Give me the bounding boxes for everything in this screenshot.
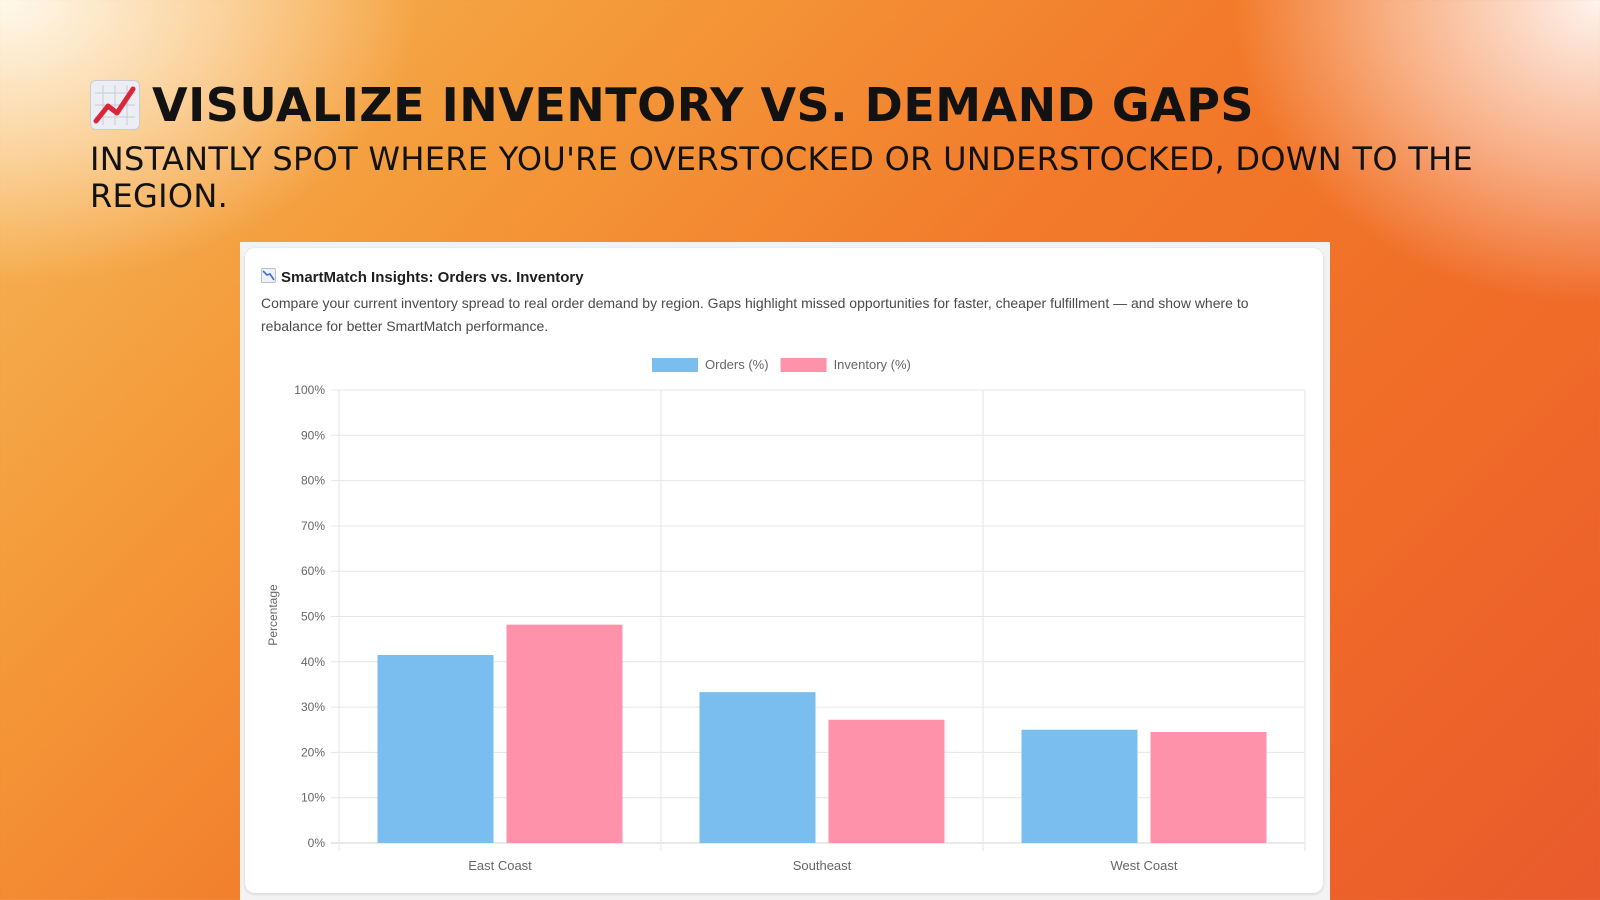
y-axis-label: Percentage bbox=[266, 584, 280, 646]
y-tick-label: 0% bbox=[308, 836, 326, 850]
page-subtitle: INSTANTLY SPOT WHERE YOU'RE OVERSTOCKED … bbox=[90, 140, 1474, 215]
chart-increasing-icon bbox=[90, 80, 140, 130]
y-tick-label: 40% bbox=[301, 655, 325, 669]
y-tick-label: 60% bbox=[301, 564, 325, 578]
y-tick-label: 100% bbox=[294, 383, 325, 397]
legend-label[interactable]: Inventory (%) bbox=[834, 357, 911, 372]
headline: VISUALIZE INVENTORY VS. DEMAND GAPS bbox=[90, 78, 1254, 132]
card-description: Compare your current inventory spread to… bbox=[261, 295, 1249, 334]
bar-orders-1[interactable] bbox=[699, 692, 816, 843]
insights-card: SmartMatch Insights: Orders vs. Inventor… bbox=[245, 248, 1323, 893]
x-axis-ticks: East Coast Southeast West Coast bbox=[468, 858, 1178, 873]
legend-swatch[interactable] bbox=[652, 358, 698, 372]
y-tick-label: 50% bbox=[301, 610, 325, 624]
bar-inventory-1[interactable] bbox=[828, 719, 945, 843]
legend-label[interactable]: Orders (%) bbox=[705, 357, 769, 372]
y-tick-label: 90% bbox=[301, 428, 325, 442]
x-tick-label: Southeast bbox=[793, 858, 852, 873]
y-tick-label: 20% bbox=[301, 745, 325, 759]
x-tick-label: East Coast bbox=[468, 858, 532, 873]
y-tick-label: 30% bbox=[301, 700, 325, 714]
bar-orders-2[interactable] bbox=[1021, 729, 1138, 843]
bar-inventory-0[interactable] bbox=[506, 624, 623, 843]
chart-decreasing-icon bbox=[261, 268, 276, 287]
bar-orders-0[interactable] bbox=[377, 655, 494, 843]
card-title-text: SmartMatch Insights: Orders vs. Inventor… bbox=[281, 269, 584, 286]
y-axis-ticks: 0% 10% 20% 30% 40% 50% 60% 70% 80% 90% 100% bbox=[294, 383, 325, 850]
y-tick-label: 70% bbox=[301, 519, 325, 533]
page-title: VISUALIZE INVENTORY VS. DEMAND GAPS bbox=[152, 78, 1255, 132]
chart-legend: Orders (%) Inventory (%) bbox=[652, 357, 911, 372]
card-title: SmartMatch Insights: Orders vs. Inventor… bbox=[261, 268, 584, 287]
y-tick-label: 10% bbox=[301, 791, 325, 805]
y-tick-label: 80% bbox=[301, 474, 325, 488]
bar-chart: Orders (%) Inventory (%) 0% 10% 20% 30% 40% 50… bbox=[266, 357, 1306, 873]
x-tick-label: West Coast bbox=[1111, 858, 1178, 873]
legend-swatch[interactable] bbox=[780, 358, 827, 372]
bar-inventory-2[interactable] bbox=[1150, 732, 1267, 843]
chart-bars bbox=[377, 624, 1267, 843]
